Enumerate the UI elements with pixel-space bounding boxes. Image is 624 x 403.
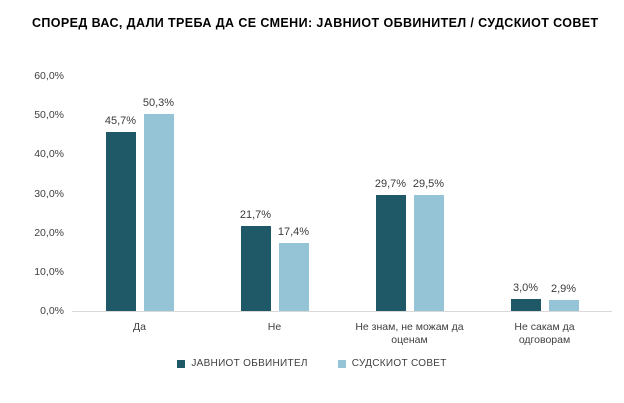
bar-value-label: 21,7% — [239, 209, 272, 221]
bar-series1-cat3 — [375, 194, 406, 311]
legend-label: ЈАВНИОТ ОБВИНИТЕЛ — [191, 358, 308, 369]
bar-series2-cat1 — [143, 113, 174, 311]
bar-value-label: 50,3% — [142, 96, 175, 109]
y-tick-label: 50,0% — [34, 109, 64, 122]
bar-value-label: 2,9% — [550, 282, 577, 295]
bar-value-label: 29,7% — [374, 177, 407, 190]
category-label: Не сакам да одговорам — [514, 321, 575, 346]
bar-series1-cat2 — [240, 226, 271, 311]
y-tick-label: 0,0% — [40, 305, 64, 317]
bar-value-label: 45,7% — [104, 115, 137, 127]
legend-swatch-icon — [177, 359, 186, 368]
y-tick-label: 20,0% — [34, 226, 64, 239]
y-tick-label: 10,0% — [34, 265, 64, 278]
category-label: Да — [133, 321, 146, 333]
legend-item-series2: СУДСКИОТ СОВЕТ — [337, 358, 447, 369]
bar-series1-cat1 — [105, 132, 136, 311]
y-tick-label: 60,0% — [34, 70, 64, 82]
bar-series1-cat4 — [510, 299, 541, 311]
bar-series2-cat4 — [548, 299, 579, 311]
bar-series2-cat2 — [278, 242, 309, 311]
bar-value-label: 29,5% — [412, 178, 445, 191]
y-tick-label: 40,0% — [34, 148, 64, 161]
legend-swatch-icon — [337, 359, 346, 368]
bar-value-label: 3,0% — [512, 282, 539, 295]
bar-value-label: 17,4% — [277, 225, 310, 238]
bar-series2-cat3 — [413, 195, 444, 311]
chart-legend: ЈАВНИОТ ОБВИНИТЕЛ СУДСКИОТ СОВЕТ — [0, 358, 624, 369]
legend-label: СУДСКИОТ СОВЕТ — [351, 358, 447, 369]
legend-item-series1: ЈАВНИОТ ОБВИНИТЕЛ — [177, 358, 307, 369]
category-label: Не — [267, 321, 282, 333]
y-tick-label: 30,0% — [34, 187, 64, 200]
chart-title: СПОРЕД ВАС, ДАЛИ ТРЕБА ДА СЕ СМЕНИ: ЈАВН… — [32, 16, 599, 30]
x-axis-line — [72, 311, 612, 312]
category-label: Не знам, не можам да оценам — [355, 321, 464, 346]
